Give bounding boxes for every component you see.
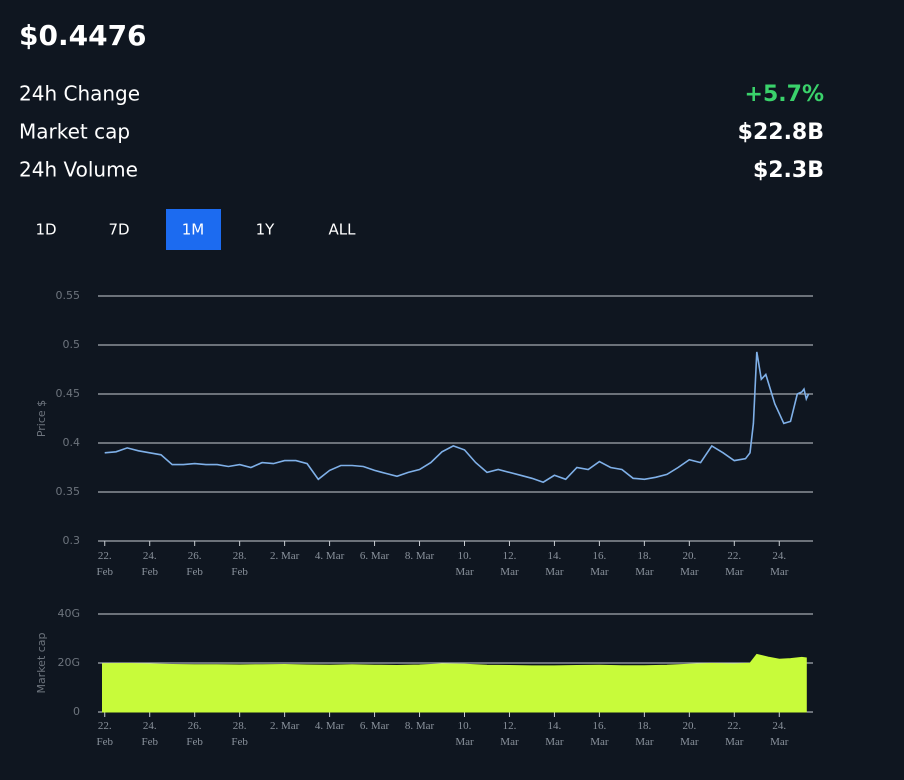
x-tick-label: 22. Feb [96, 720, 113, 748]
x-tick-label: 28. Feb [231, 720, 248, 748]
x-tick-label: 12. Mar [500, 550, 519, 578]
y-tick-label: 40G [57, 607, 80, 620]
range-buttons: 1D 7D 1M 1Y ALL [35, 209, 356, 250]
stat-value: $22.8B [738, 120, 824, 145]
y-tick-label: 0.3 [63, 534, 81, 547]
x-tick-label: 4. Mar [315, 720, 345, 732]
x-tick-label: 20. Mar [680, 550, 699, 578]
range-button[interactable]: ALL [329, 221, 357, 239]
x-tick-label: 26. Feb [186, 550, 203, 578]
market-cap-area [102, 653, 807, 713]
x-tick-label: 16. Mar [590, 550, 609, 578]
charts: 0.3 0.35 0.4 0.45 0.5 0.55 Price $ 22. Feb 24. Feb… [35, 289, 813, 748]
range-label[interactable]: 1Y [256, 221, 276, 239]
x-tick-label: 24. Mar [770, 550, 789, 578]
range-button-active [166, 209, 221, 250]
y-tick-label: 20G [57, 656, 80, 669]
x-tick-label: 8. Mar [405, 550, 435, 562]
x-tick-label: 18. Mar [635, 720, 654, 748]
x-tick-label: 28. Feb [231, 550, 248, 578]
x-tick-label: 4. Mar [315, 550, 345, 562]
x-tick-label: 16. Mar [590, 720, 609, 748]
x-tick-label: 8. Mar [405, 720, 435, 732]
x-tick-label: 14. Mar [545, 550, 564, 578]
x-tick-label: 18. Mar [635, 550, 654, 578]
stat-label: 24h Change [19, 82, 140, 106]
x-tick-label: 24. Feb [141, 720, 158, 748]
x-tick-label: 24. Mar [770, 720, 789, 748]
x-tick-label: 22. Feb [96, 550, 113, 578]
y-tick-label: 0.4 [63, 436, 81, 449]
y-axis-label: Price $ [35, 400, 48, 437]
stats: 24h Change +5.7% Market cap $22.8B 24h Volum… [19, 82, 824, 184]
price: $0.4476 [19, 19, 147, 52]
range-button[interactable]: 1D [35, 221, 56, 239]
range-label[interactable]: 7D [108, 221, 129, 239]
x-tick-label: 6. Mar [360, 720, 390, 732]
range-label[interactable]: 1M [182, 221, 205, 239]
x-tick-label: 6. Mar [360, 550, 390, 562]
x-tick-label: 24. Feb [141, 550, 158, 578]
y-tick-label: 0.55 [56, 289, 81, 302]
y-axis-label: Market cap [35, 632, 48, 693]
y-tick-label: 0.35 [56, 485, 81, 498]
x-tick-label: 22. Mar [725, 720, 744, 748]
y-tick-label: 0.45 [56, 387, 81, 400]
range-button[interactable]: 1Y [256, 221, 276, 239]
stat-label: Market cap [19, 120, 130, 144]
y-tick-label: 0 [73, 705, 80, 718]
price-line [104, 351, 810, 484]
x-tick-label: 2. Mar [270, 720, 300, 732]
stat-label: 24h Volume [19, 158, 138, 182]
x-tick-label: 20. Mar [680, 720, 699, 748]
range-button[interactable]: 7D [108, 221, 129, 239]
range-label[interactable]: ALL [329, 221, 357, 239]
x-tick-label: 2. Mar [270, 550, 300, 562]
x-tick-label: 10. Mar [455, 720, 474, 748]
x-tick-label: 12. Mar [500, 720, 519, 748]
range-label[interactable]: 1D [35, 221, 56, 239]
y-tick-label: 0.5 [63, 338, 81, 351]
stat-value: +5.7% [745, 82, 824, 107]
x-tick-label: 22. Mar [725, 550, 744, 578]
x-tick-label: 10. Mar [455, 550, 474, 578]
x-tick-label: 26. Feb [186, 720, 203, 748]
range-button[interactable]: 1M [166, 209, 221, 250]
stat-value: $2.3B [753, 158, 824, 183]
x-tick-label: 14. Mar [545, 720, 564, 748]
